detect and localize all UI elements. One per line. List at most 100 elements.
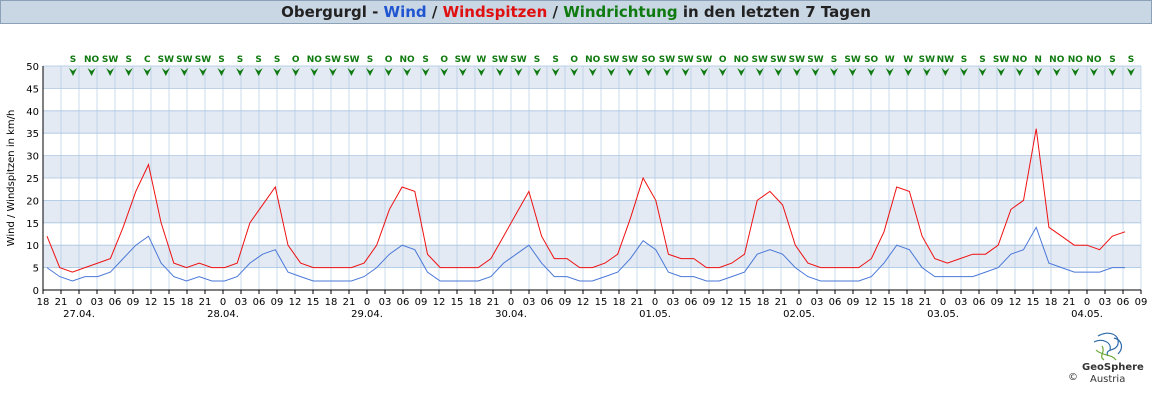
y-tick-label: 35 [26,129,39,140]
direction-arrow-icon [328,68,337,76]
direction-label: O [570,55,578,65]
direction-arrow-icon [458,68,467,76]
x-tick-label: 06 [973,297,986,308]
x-tick-label: 12 [433,297,446,308]
x-tick-label: 18 [181,297,194,308]
x-tick-label: 06 [685,297,698,308]
x-tick-label: 0 [796,297,802,308]
direction-label: SW [343,55,359,65]
direction-arrow-icon [997,68,1006,76]
direction-arrow-icon [440,68,449,76]
direction-arrow-icon [1089,68,1098,76]
direction-arrow-icon [830,68,839,76]
x-tick-label: 12 [1009,297,1022,308]
direction-arrow-icon [700,68,709,76]
direction-arrow-icon [737,68,746,76]
direction-label: SW [844,55,860,65]
x-tick-label: 18 [901,297,914,308]
x-tick-label: 12 [145,297,158,308]
copyright-symbol: © [1068,372,1078,383]
direction-label: S [422,55,428,65]
direction-arrow-icon [885,68,894,76]
x-tick-label: 09 [847,297,860,308]
x-tick-label: 03 [1099,297,1112,308]
direction-label: NO [1012,55,1028,65]
direction-arrow-icon [811,68,820,76]
y-tick-label: 5 [33,264,39,275]
x-tick-label: 18 [37,297,50,308]
x-tick-label: 21 [55,297,68,308]
grid-band [43,110,1141,134]
logo-name: GeoSphere [1082,362,1144,373]
title-sep-1: / [426,3,443,21]
date-label: 30.04. [495,309,527,320]
direction-label: SW [158,55,174,65]
x-tick-label: 21 [775,297,788,308]
x-tick-label: 0 [940,297,946,308]
direction-arrow-icon [662,68,671,76]
direction-arrow-icon [1034,68,1043,76]
direction-label: S [218,55,224,65]
direction-label: SW [510,55,526,65]
geosphere-logo-icon [1093,332,1123,361]
x-tick-label: 21 [1063,297,1076,308]
title-sep-2: / [547,3,564,21]
logo-sub: Austria [1090,374,1126,385]
x-tick-label: 15 [451,297,464,308]
direction-arrow-icon [87,68,96,76]
direction-arrow-icon [291,68,300,76]
direction-label: SW [455,55,471,65]
direction-label: S [237,55,243,65]
direction-label: W [476,55,486,65]
x-tick-label: 09 [703,297,716,308]
direction-label: SW [993,55,1009,65]
direction-arrow-icon [273,68,282,76]
direction-label: NO [1086,55,1102,65]
direction-arrow-icon [588,68,597,76]
direction-label: SW [603,55,619,65]
direction-label: SO [641,55,655,65]
y-tick-label: 0 [33,286,39,297]
y-axis-label: Wind / Windspitzen in km/h [6,110,17,247]
x-tick-label: 15 [163,297,176,308]
direction-label: O [385,55,393,65]
title-direction: Windrichtung [563,3,678,21]
x-tick-label: 06 [253,297,266,308]
direction-arrow-icon [495,68,504,76]
direction-label: SW [659,55,675,65]
direction-arrow-icon [625,68,634,76]
direction-label: SW [752,55,768,65]
direction-arrow-icon [124,68,133,76]
x-tick-label: 09 [271,297,284,308]
direction-arrow-icon [403,68,412,76]
title-wind: Wind [383,3,427,21]
y-tick-label: 50 [26,62,39,73]
x-tick-label: 15 [595,297,608,308]
x-tick-label: 03 [235,297,248,308]
direction-arrow-icon [161,68,170,76]
direction-arrow-icon [365,68,374,76]
direction-label: NO [1049,55,1065,65]
direction-label: S [979,55,985,65]
x-tick-label: 15 [1027,297,1040,308]
x-tick-label: 21 [199,297,212,308]
direction-label: SW [102,55,118,65]
y-tick-label: 10 [26,241,39,252]
series-line-wind [46,226,1125,282]
title-location: Obergurgl - [281,3,384,21]
direction-arrow-icon [941,68,950,76]
x-tick-label: 0 [1084,297,1090,308]
direction-label: S [255,55,261,65]
direction-arrow-icon [198,68,207,76]
direction-arrow-icon [477,68,486,76]
direction-arrow-icon [607,68,616,76]
x-tick-label: 03 [955,297,968,308]
x-tick-label: 15 [883,297,896,308]
direction-label: NW [937,55,955,65]
direction-label: N [1034,55,1042,65]
direction-arrow-icon [904,68,913,76]
date-label: 04.05. [1071,309,1103,320]
direction-arrow-icon [867,68,876,76]
date-label: 29.04. [351,309,383,320]
x-tick-label: 09 [991,297,1004,308]
